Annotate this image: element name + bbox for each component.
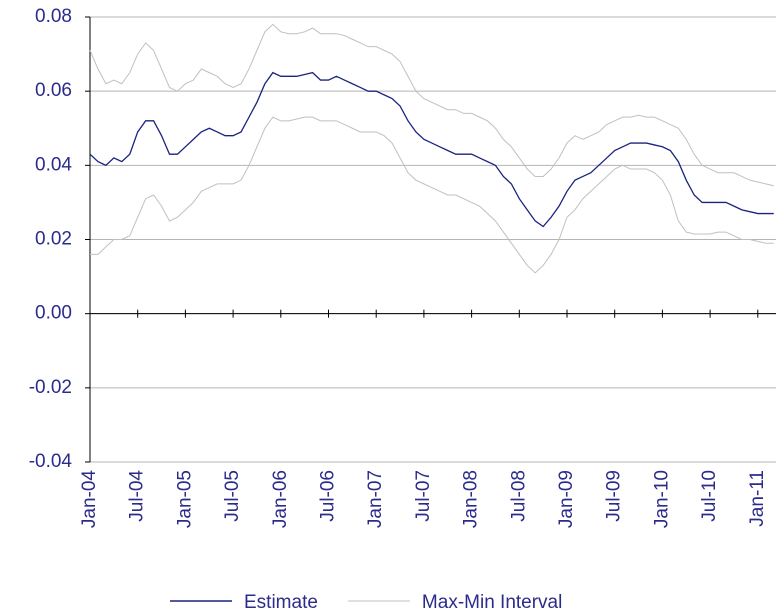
x-tick-label: Jul-05 <box>222 470 243 522</box>
x-tick-label: Jan-09 <box>556 470 577 528</box>
x-tick-label: Jan-04 <box>79 470 100 529</box>
x-tick-label: Jan-10 <box>651 470 672 528</box>
x-tick-label: Jul-06 <box>318 470 339 522</box>
legend-label: Estimate <box>244 592 318 613</box>
y-tick-label: 0.08 <box>35 6 72 27</box>
x-tick-label: Jan-07 <box>365 470 386 528</box>
x-tick-label: Jul-07 <box>413 470 434 522</box>
x-tick-label: Jan-06 <box>270 470 291 528</box>
x-tick-label: Jan-08 <box>461 470 482 528</box>
x-tick-label: Jul-09 <box>604 470 625 522</box>
x-tick-label: Jul-08 <box>508 470 529 522</box>
x-tick-label: Jul-04 <box>127 470 148 522</box>
y-tick-label: 0.04 <box>35 154 72 175</box>
y-tick-label: -0.02 <box>29 377 72 398</box>
y-tick-label: -0.04 <box>29 451 73 472</box>
legend-label: Max-Min Interval <box>422 592 562 613</box>
x-tick-label: Jul-10 <box>699 470 720 522</box>
x-tick-label: Jan-05 <box>174 470 195 528</box>
y-tick-label: 0.06 <box>35 80 72 101</box>
interval-line <box>90 116 774 274</box>
y-tick-label: 0.00 <box>35 303 72 324</box>
y-tick-label: 0.02 <box>35 229 72 250</box>
estimate-line <box>89 71 774 228</box>
x-tick-label: Jan-11 <box>747 470 768 527</box>
interval-line <box>89 23 774 187</box>
